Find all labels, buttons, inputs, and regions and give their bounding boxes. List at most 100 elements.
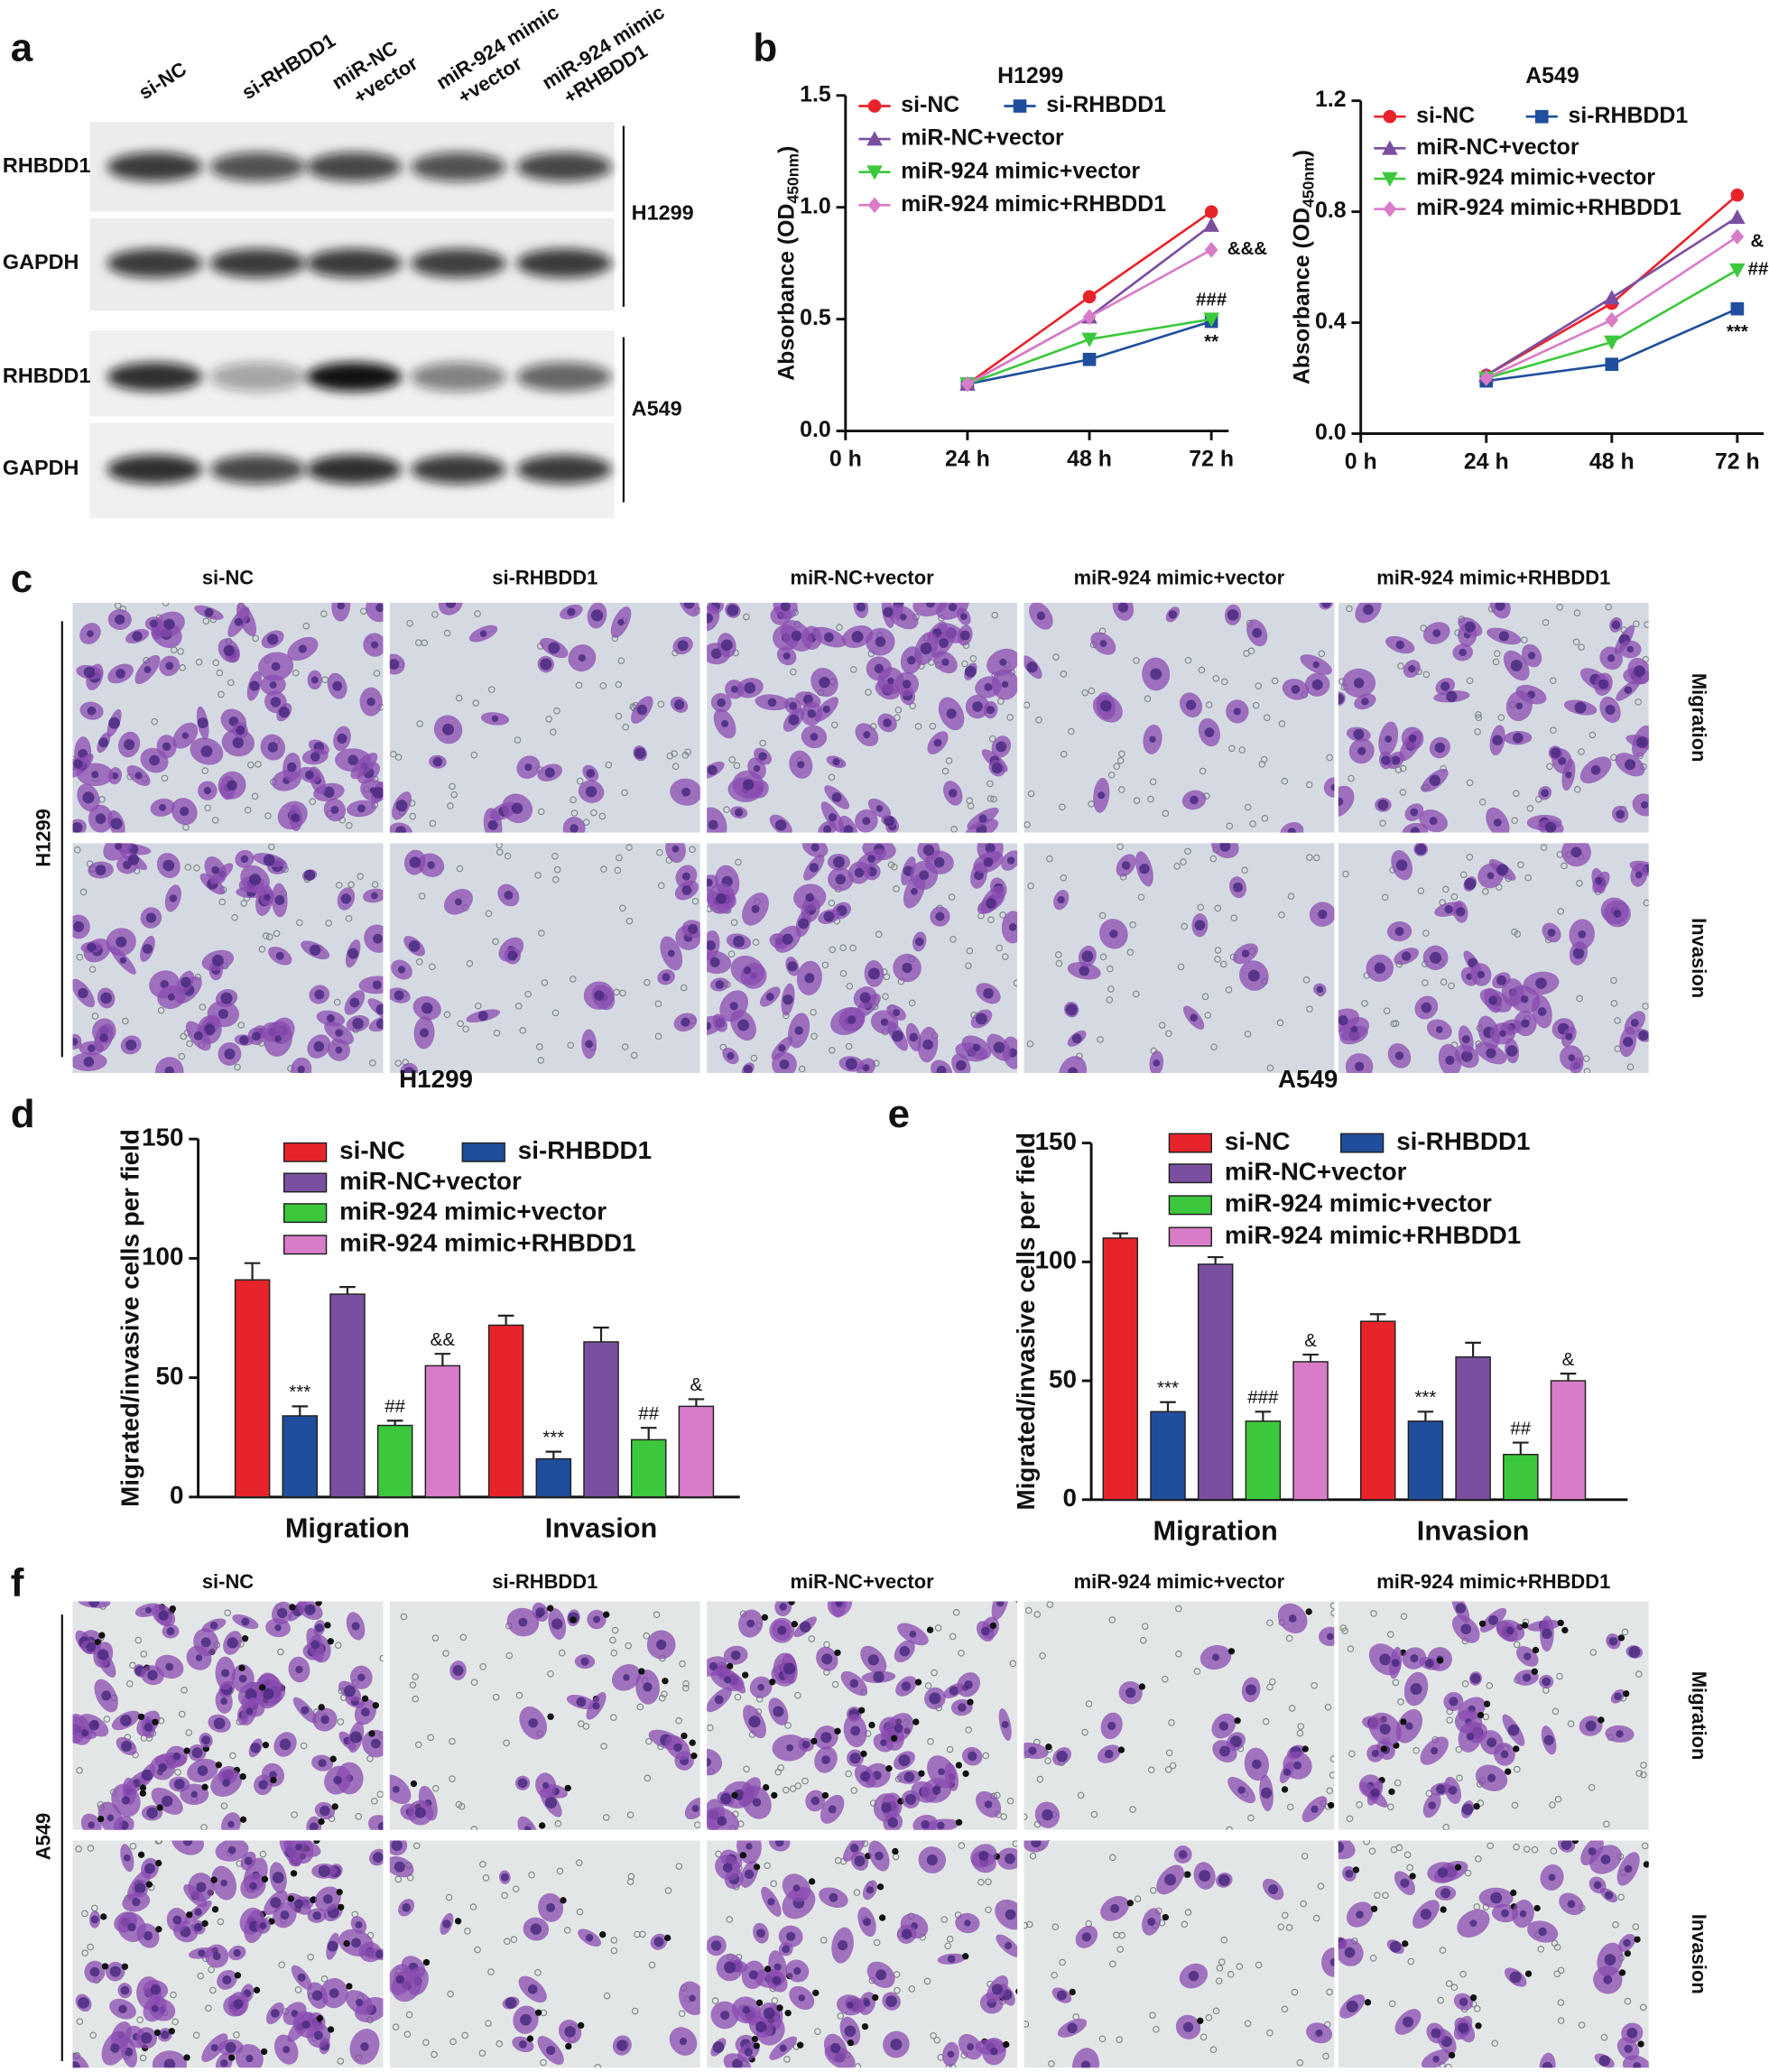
cell-nucleus (1487, 872, 1495, 880)
cell-nucleus (190, 1790, 198, 1799)
pore-dark (534, 2009, 542, 2016)
cell-nucleus (301, 1706, 310, 1715)
pore-dark (318, 1818, 325, 1826)
cell-nucleus (1330, 783, 1335, 791)
pore (814, 2028, 821, 2035)
cell-nucleus (983, 987, 994, 999)
pore (447, 802, 454, 809)
cell-nucleus (592, 1702, 600, 1710)
pore (1513, 790, 1520, 797)
pore (1475, 711, 1482, 718)
pore (1524, 874, 1532, 882)
cell-nucleus (823, 911, 835, 922)
cell-nucleus (107, 1814, 115, 1822)
pore (1012, 1840, 1018, 1847)
cell-nucleus (1456, 907, 1466, 917)
pore (1212, 674, 1220, 682)
cell-nucleus (976, 1013, 987, 1025)
cell-nucleus (223, 644, 235, 656)
cell-nucleus (144, 1606, 153, 1614)
panel-letter: b (753, 26, 777, 70)
pore (1578, 748, 1585, 755)
cell-nucleus (875, 1851, 884, 1861)
pore-dark (1623, 1690, 1630, 1697)
pore (1521, 636, 1528, 643)
cell-nucleus (1188, 1970, 1199, 1982)
pore (644, 978, 651, 986)
pore (556, 1867, 564, 1875)
pore (334, 1642, 342, 1649)
cell-nucleus (314, 1623, 324, 1633)
pore-dark (1402, 1940, 1409, 1947)
pore (195, 658, 203, 666)
cell-nucleus (1394, 1051, 1404, 1060)
cell-nucleus (1598, 679, 1608, 689)
bar (424, 1364, 461, 1498)
cell-nucleus (1098, 791, 1106, 800)
cell-nucleus (1500, 1909, 1509, 1918)
legend-label: si-RHBDD1 (518, 1136, 652, 1164)
pore-dark (1328, 1801, 1335, 1809)
cell-nucleus (548, 642, 560, 654)
cell-nucleus (570, 824, 579, 833)
pore (1478, 798, 1487, 806)
pore-dark (547, 1605, 554, 1612)
cell-nucleus (756, 1929, 765, 1938)
pore (1219, 960, 1227, 968)
cell-nucleus (1311, 1805, 1319, 1813)
pore (985, 1906, 992, 1914)
pore-dark (156, 1804, 163, 1811)
blot-band (209, 152, 306, 181)
cell-nucleus (318, 1759, 327, 1768)
x-tick-label: 0 h (829, 446, 862, 471)
cell-nucleus (1080, 2060, 1091, 2068)
pore (1370, 1610, 1377, 1617)
micrograph (72, 1601, 384, 1830)
pore (209, 1986, 217, 1994)
pore (1085, 1700, 1093, 1707)
pore (661, 1690, 668, 1698)
cell-nucleus (108, 717, 121, 729)
cell-nucleus (373, 933, 383, 944)
micrograph (707, 1601, 1018, 1830)
pore (1640, 1762, 1647, 1769)
cell-nucleus (1356, 1910, 1364, 1919)
pore (1369, 1954, 1377, 1962)
pore (1097, 1036, 1104, 1043)
pore (654, 1032, 662, 1041)
cell-nucleus (218, 1008, 228, 1020)
cell-nucleus (227, 780, 237, 791)
pore (1450, 1984, 1459, 1992)
cell-nucleus (1510, 660, 1523, 671)
pore (394, 754, 403, 761)
pore (1475, 714, 1482, 722)
legend-marker (866, 131, 883, 146)
pore (1260, 755, 1268, 763)
pore (1081, 1728, 1088, 1736)
pore (185, 1729, 193, 1736)
cell-nucleus (1379, 1653, 1391, 1666)
cell-nucleus (222, 1975, 232, 1985)
cell-nucleus (163, 618, 175, 630)
cell-nucleus (197, 1765, 208, 1776)
y-axis-title: Absorbance (OD450nm) (773, 146, 801, 381)
cell-nucleus (161, 2030, 170, 2040)
pore (1635, 1670, 1643, 1678)
pore (1329, 1771, 1335, 1779)
cell-nucleus (487, 819, 498, 830)
cell-nucleus (849, 1844, 859, 1853)
cell-nucleus (828, 813, 838, 822)
pore (1141, 1623, 1149, 1630)
cell-nucleus (1585, 1720, 1597, 1732)
cell-nucleus (585, 1040, 594, 1049)
cell-nucleus (101, 1690, 112, 1701)
pore-dark (139, 1790, 146, 1797)
pore-dark (155, 1926, 162, 1933)
pore-dark (861, 2022, 869, 2030)
pore (390, 750, 397, 758)
cell-nucleus (198, 1949, 206, 1957)
pore-dark (239, 1772, 246, 1781)
cell-nucleus (746, 1619, 755, 1628)
pore (1464, 1869, 1472, 1877)
pore (1387, 1803, 1394, 1811)
